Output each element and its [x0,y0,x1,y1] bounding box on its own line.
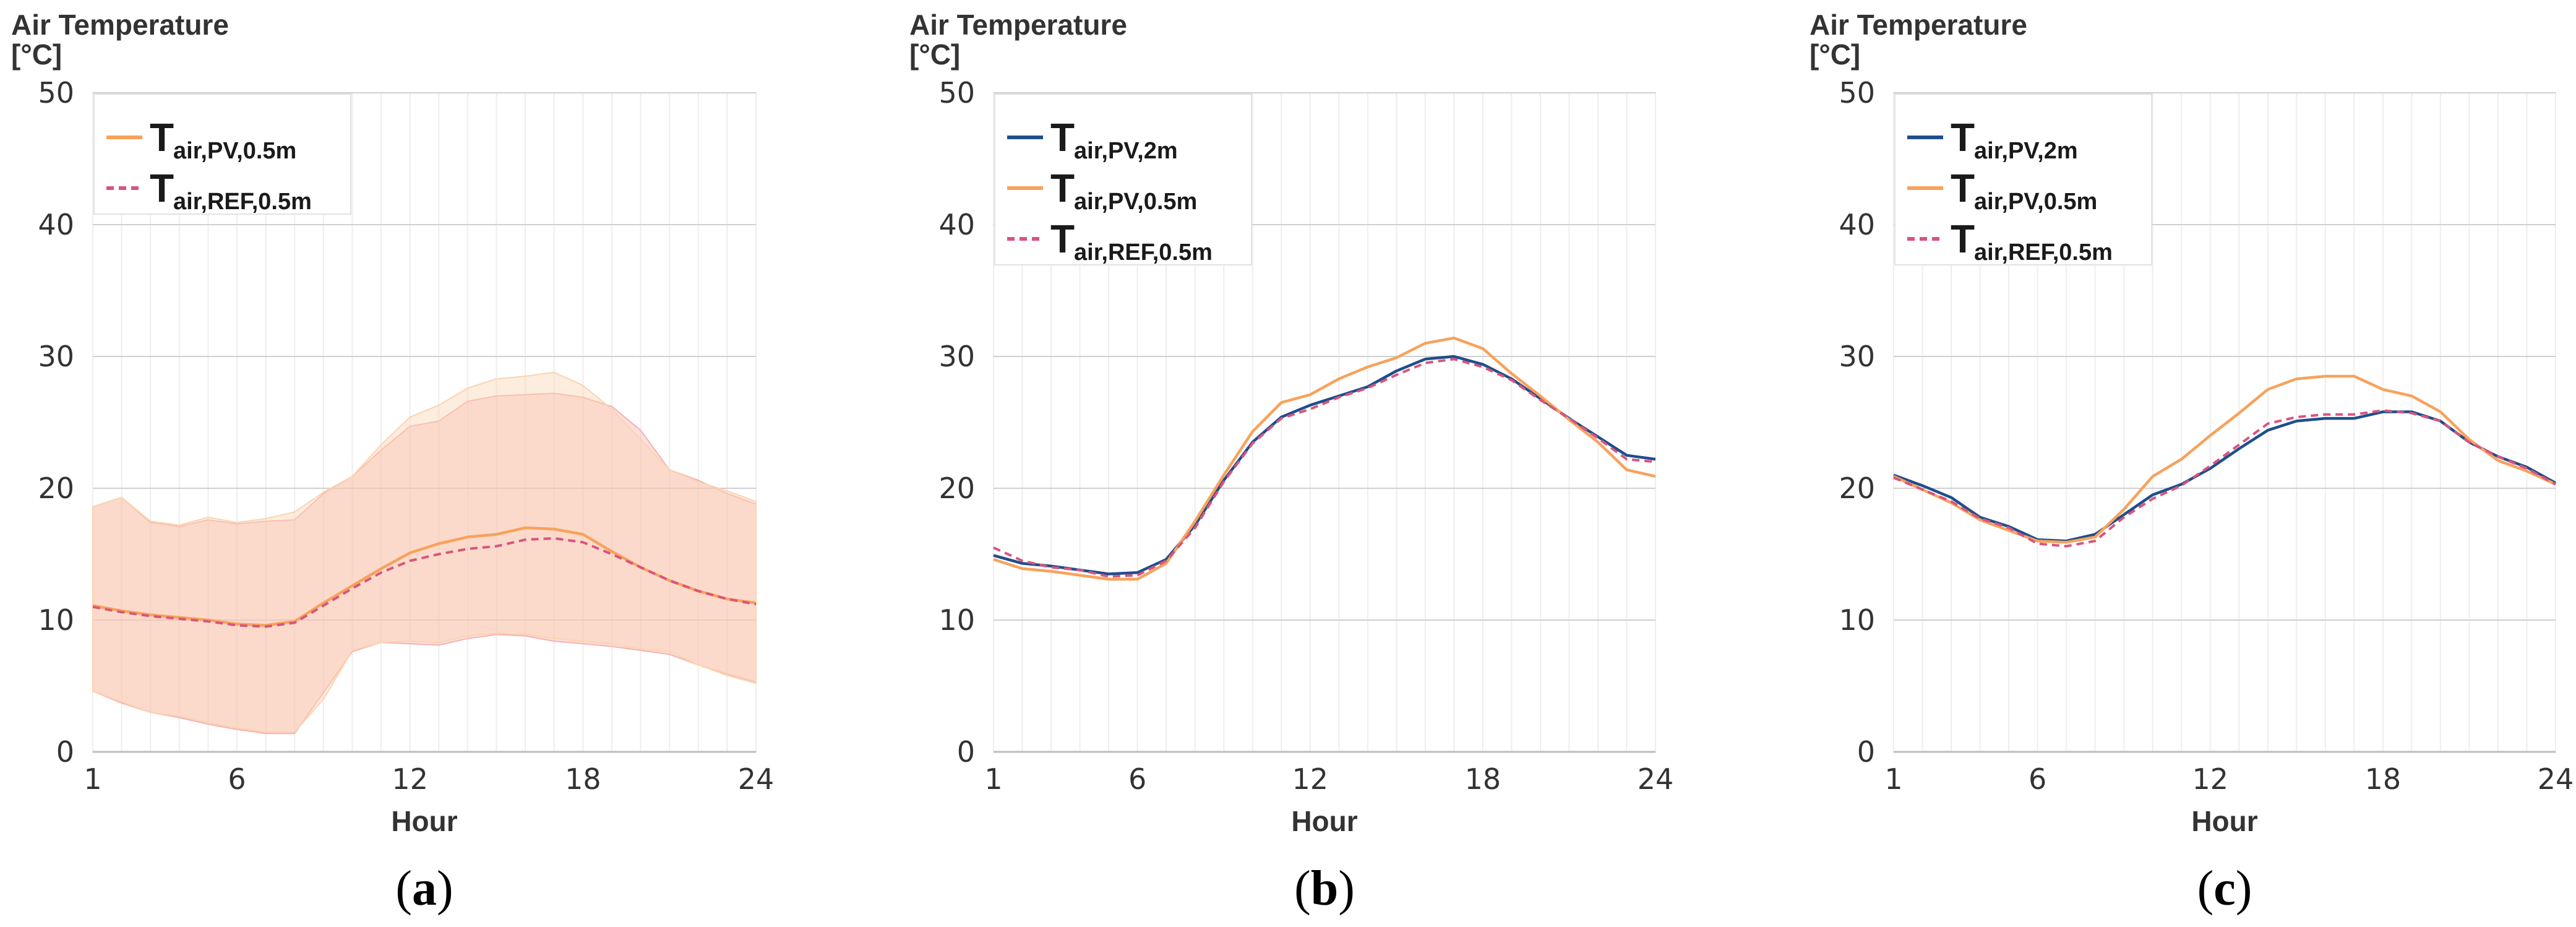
y-tick-label: 50 [938,76,975,110]
legend-box [1894,93,2152,265]
y-tick-label: 20 [1839,472,1875,505]
y-tick-label: 10 [938,603,975,637]
panel-label-close: ) [1338,861,1355,916]
y-tick-label: 30 [38,340,74,373]
legend-label-ref05: T [1050,217,1075,261]
y-tick-label: 10 [38,603,74,637]
x-tick-label: 6 [1128,762,1146,796]
x-tick-label: 1 [1884,762,1902,796]
x-axis-label: Hour [1291,805,1357,837]
series-line-pv05 [1893,374,2556,544]
y-axis-unit: [°C] [1810,38,1860,71]
y-tick-label: 10 [1839,603,1875,637]
legend-box [93,93,351,215]
y-axis-title: Air Temperature [11,9,229,41]
y-tick-label: 0 [56,735,74,769]
y-axis-unit: [°C] [11,38,62,71]
y-tick-label: 40 [1839,208,1875,241]
chart-panel-a: 0 10 20 30 40 50 1 6 12 18 24 Hour Air Temperature[°… [11,9,774,916]
panel-label: (a) [395,861,453,916]
x-tick-label: 12 [1292,762,1328,796]
y-tick-label: 40 [938,208,975,241]
x-tick-label: 1 [84,762,101,796]
legend-label-pv2: T [1951,115,1975,160]
y-tick-label: 40 [38,208,74,241]
legend-label-ref05: T [150,166,174,210]
legend-sublabel-pv05: air,PV,0.5m [1074,189,1197,215]
legend-sublabel-pv05: air,PV,0.5m [173,138,296,164]
x-tick-label: 18 [565,762,601,796]
legend-sublabel-pv05: air,PV,0.5m [1974,189,2097,215]
series-line-ref05 [1893,409,2556,548]
legend-label-pv05: T [1050,166,1075,210]
y-tick-label: 50 [38,76,74,110]
panel-label-letter: a [412,861,437,916]
x-tick-label: 18 [2365,762,2402,796]
series-line-ref05 [993,358,1656,578]
y-tick-label: 20 [38,472,74,505]
y-tick-label: 50 [1839,76,1875,110]
x-tick-label: 6 [2029,762,2046,796]
legend-sublabel-ref05: air,REF,0.5m [173,189,312,215]
legend-sublabel-ref05: air,REF,0.5m [1074,239,1213,265]
x-tick-label: 18 [1465,762,1501,796]
y-axis-unit: [°C] [909,38,960,71]
legend-sublabel-ref05: air,REF,0.5m [1974,239,2113,265]
x-axis-label: Hour [2191,805,2257,837]
legend-label-pv2: T [1050,115,1075,160]
legend-box [994,93,1252,265]
panel-label-letter: c [2213,861,2236,916]
panel-label: (c) [2197,861,2252,916]
x-tick-label: 6 [228,762,246,796]
panel-label: (b) [1294,861,1355,916]
y-axis-title: Air Temperature [909,9,1127,41]
panel-label-open: ( [395,861,412,916]
panel-label-close: ) [437,861,453,916]
series-line-ref05 [92,537,757,628]
chart-panel-b: 0 10 20 30 40 50 1 6 12 18 24 Hour Air Temperature[°… [909,9,1673,916]
x-tick-label: 24 [738,762,775,796]
x-axis-label: Hour [391,805,457,837]
panel-label-open: ( [1294,861,1311,916]
panel-label-letter: b [1311,861,1339,916]
y-tick-label: 20 [938,472,975,505]
panel-label-close: ) [2236,861,2252,916]
panel-label-open: ( [2197,861,2214,916]
range-band [92,371,757,733]
y-axis-title: Air Temperature [1810,9,2027,41]
series-line-pv05 [92,526,757,627]
y-tick-label: 30 [938,340,975,373]
series-line-pv05 [993,336,1656,581]
x-tick-label: 24 [2538,762,2574,796]
legend-label-pv05: T [150,115,174,160]
x-tick-label: 12 [392,762,428,796]
chart-panel-c: 0 10 20 30 40 50 1 6 12 18 24 Hour Air Temperature[°… [1810,9,2574,916]
y-tick-label: 0 [1857,735,1875,769]
legend-label-ref05: T [1951,217,1975,261]
legend-sublabel-pv2: air,PV,2m [1974,138,2078,164]
legend-sublabel-pv2: air,PV,2m [1074,138,1178,164]
x-tick-label: 1 [984,762,1002,796]
y-tick-label: 30 [1839,340,1875,373]
x-tick-label: 24 [1638,762,1674,796]
legend-label-pv05: T [1951,166,1975,210]
y-tick-label: 0 [957,735,975,769]
x-tick-label: 12 [2192,762,2228,796]
